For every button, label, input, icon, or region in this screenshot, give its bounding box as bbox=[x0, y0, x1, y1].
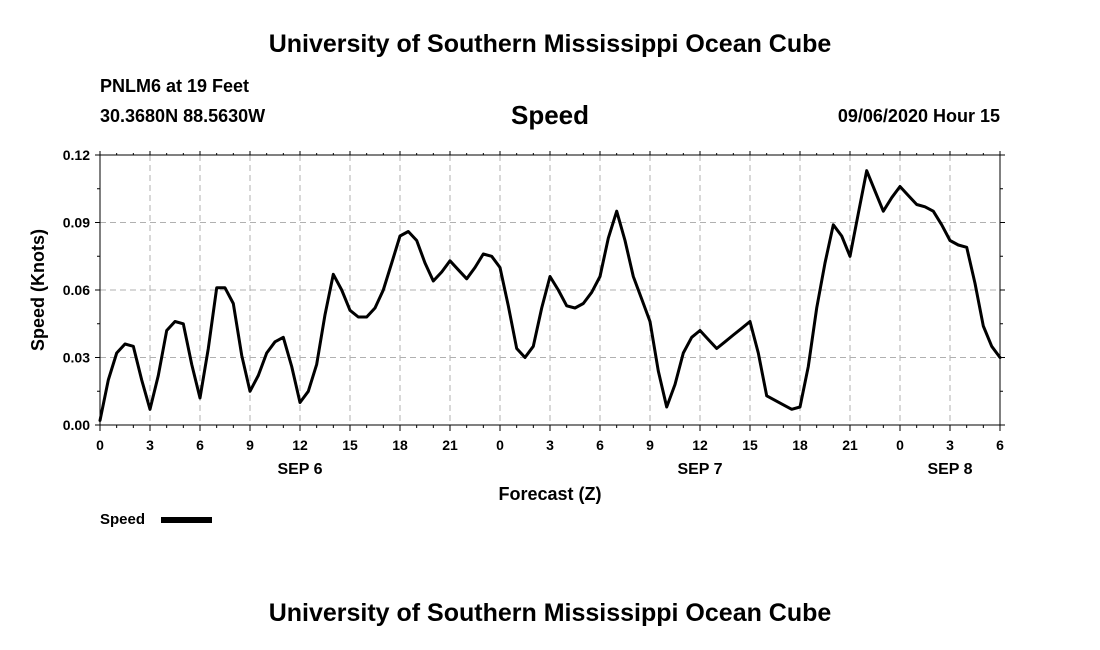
x-tick-label: 21 bbox=[442, 437, 458, 453]
x-tick-label: 6 bbox=[596, 437, 604, 453]
x-tick-label: 12 bbox=[692, 437, 708, 453]
x-tick-label: 3 bbox=[946, 437, 954, 453]
x-tick-label: 12 bbox=[292, 437, 308, 453]
y-tick-label: 0.00 bbox=[63, 417, 90, 433]
station-coordinates: 30.3680N 88.5630W bbox=[100, 106, 266, 126]
y-tick-label: 0.09 bbox=[63, 215, 90, 231]
y-tick-label: 0.12 bbox=[63, 147, 90, 163]
legend-label: Speed bbox=[100, 511, 145, 528]
axis-ticks bbox=[95, 151, 1005, 431]
y-tick-label: 0.03 bbox=[63, 350, 90, 366]
x-tick-label: 18 bbox=[792, 437, 808, 453]
date-label: SEP 8 bbox=[927, 461, 972, 478]
x-tick-label: 15 bbox=[342, 437, 358, 453]
axis-labels: 0.00 0.03 0.06 0.09 0.12 0 3 6 9 12 15 18 21 0 3 6 9 12 15… bbox=[63, 147, 1004, 478]
page-title: University of Southern Mississippi Ocean… bbox=[268, 30, 832, 58]
y-axis-title: Speed (Knots) bbox=[28, 229, 48, 351]
x-tick-label: 9 bbox=[246, 437, 254, 453]
chart-title: Speed bbox=[510, 100, 590, 130]
x-tick-label: 0 bbox=[896, 437, 904, 453]
forecast-datetime: 09/06/2020 Hour 15 bbox=[837, 106, 1000, 126]
series-layer bbox=[98, 169, 1002, 422]
x-tick-label: 15 bbox=[742, 437, 758, 453]
station-name: PNLM6 at 19 Feet bbox=[100, 76, 250, 96]
x-tick-label: 3 bbox=[146, 437, 154, 453]
y-tick-label: 0.06 bbox=[63, 282, 90, 298]
x-tick-label: 6 bbox=[996, 437, 1004, 453]
legend: Speed bbox=[100, 511, 212, 528]
footer-title: University of Southern Mississippi Ocean… bbox=[268, 599, 832, 627]
x-tick-label: 0 bbox=[496, 437, 504, 453]
x-axis-title: Forecast (Z) bbox=[498, 484, 601, 504]
x-tick-label: 3 bbox=[546, 437, 554, 453]
date-label: SEP 7 bbox=[677, 461, 722, 478]
x-tick-label: 6 bbox=[196, 437, 204, 453]
x-tick-label: 0 bbox=[96, 437, 104, 453]
series-line-speed bbox=[98, 169, 1002, 422]
x-tick-label: 9 bbox=[646, 437, 654, 453]
date-label: SEP 6 bbox=[277, 461, 322, 478]
grid-lines bbox=[100, 155, 1000, 425]
x-tick-label: 21 bbox=[842, 437, 858, 453]
x-tick-label: 18 bbox=[392, 437, 408, 453]
